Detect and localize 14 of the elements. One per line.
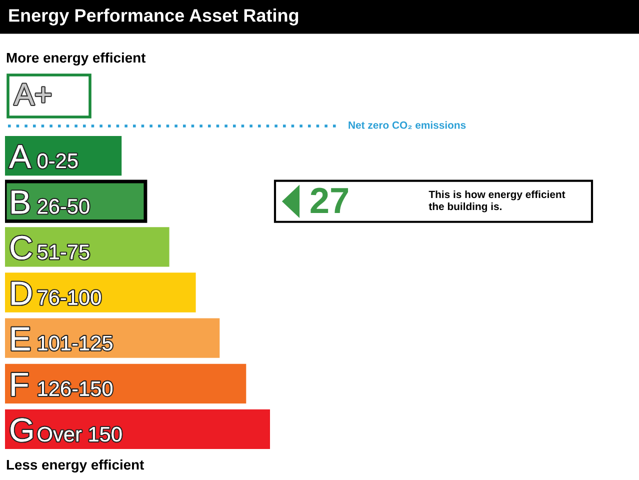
text: This is how energy efficient the building is.: [428, 190, 566, 212]
y-tick-label: F 126-150: [12, 372, 112, 396]
text: 27: [310, 188, 348, 213]
text: More energy efficient: [6, 52, 146, 66]
text: Less energy efficient: [6, 459, 144, 473]
y-tick-label: E 101-125: [12, 327, 112, 350]
y-tick-label: C 51-75: [10, 236, 90, 260]
text: Net zero CO₂ emissions: [348, 121, 466, 130]
chart-title: Energy Performance Asset Rating: [9, 8, 298, 26]
y-tick-label: G Over 150: [10, 418, 122, 442]
y-tick-label: A 0-25: [9, 145, 78, 168]
text: A+: [14, 84, 51, 105]
y-tick-label: D 76-100: [12, 282, 101, 305]
y-tick-label: B 26-50: [12, 190, 90, 214]
